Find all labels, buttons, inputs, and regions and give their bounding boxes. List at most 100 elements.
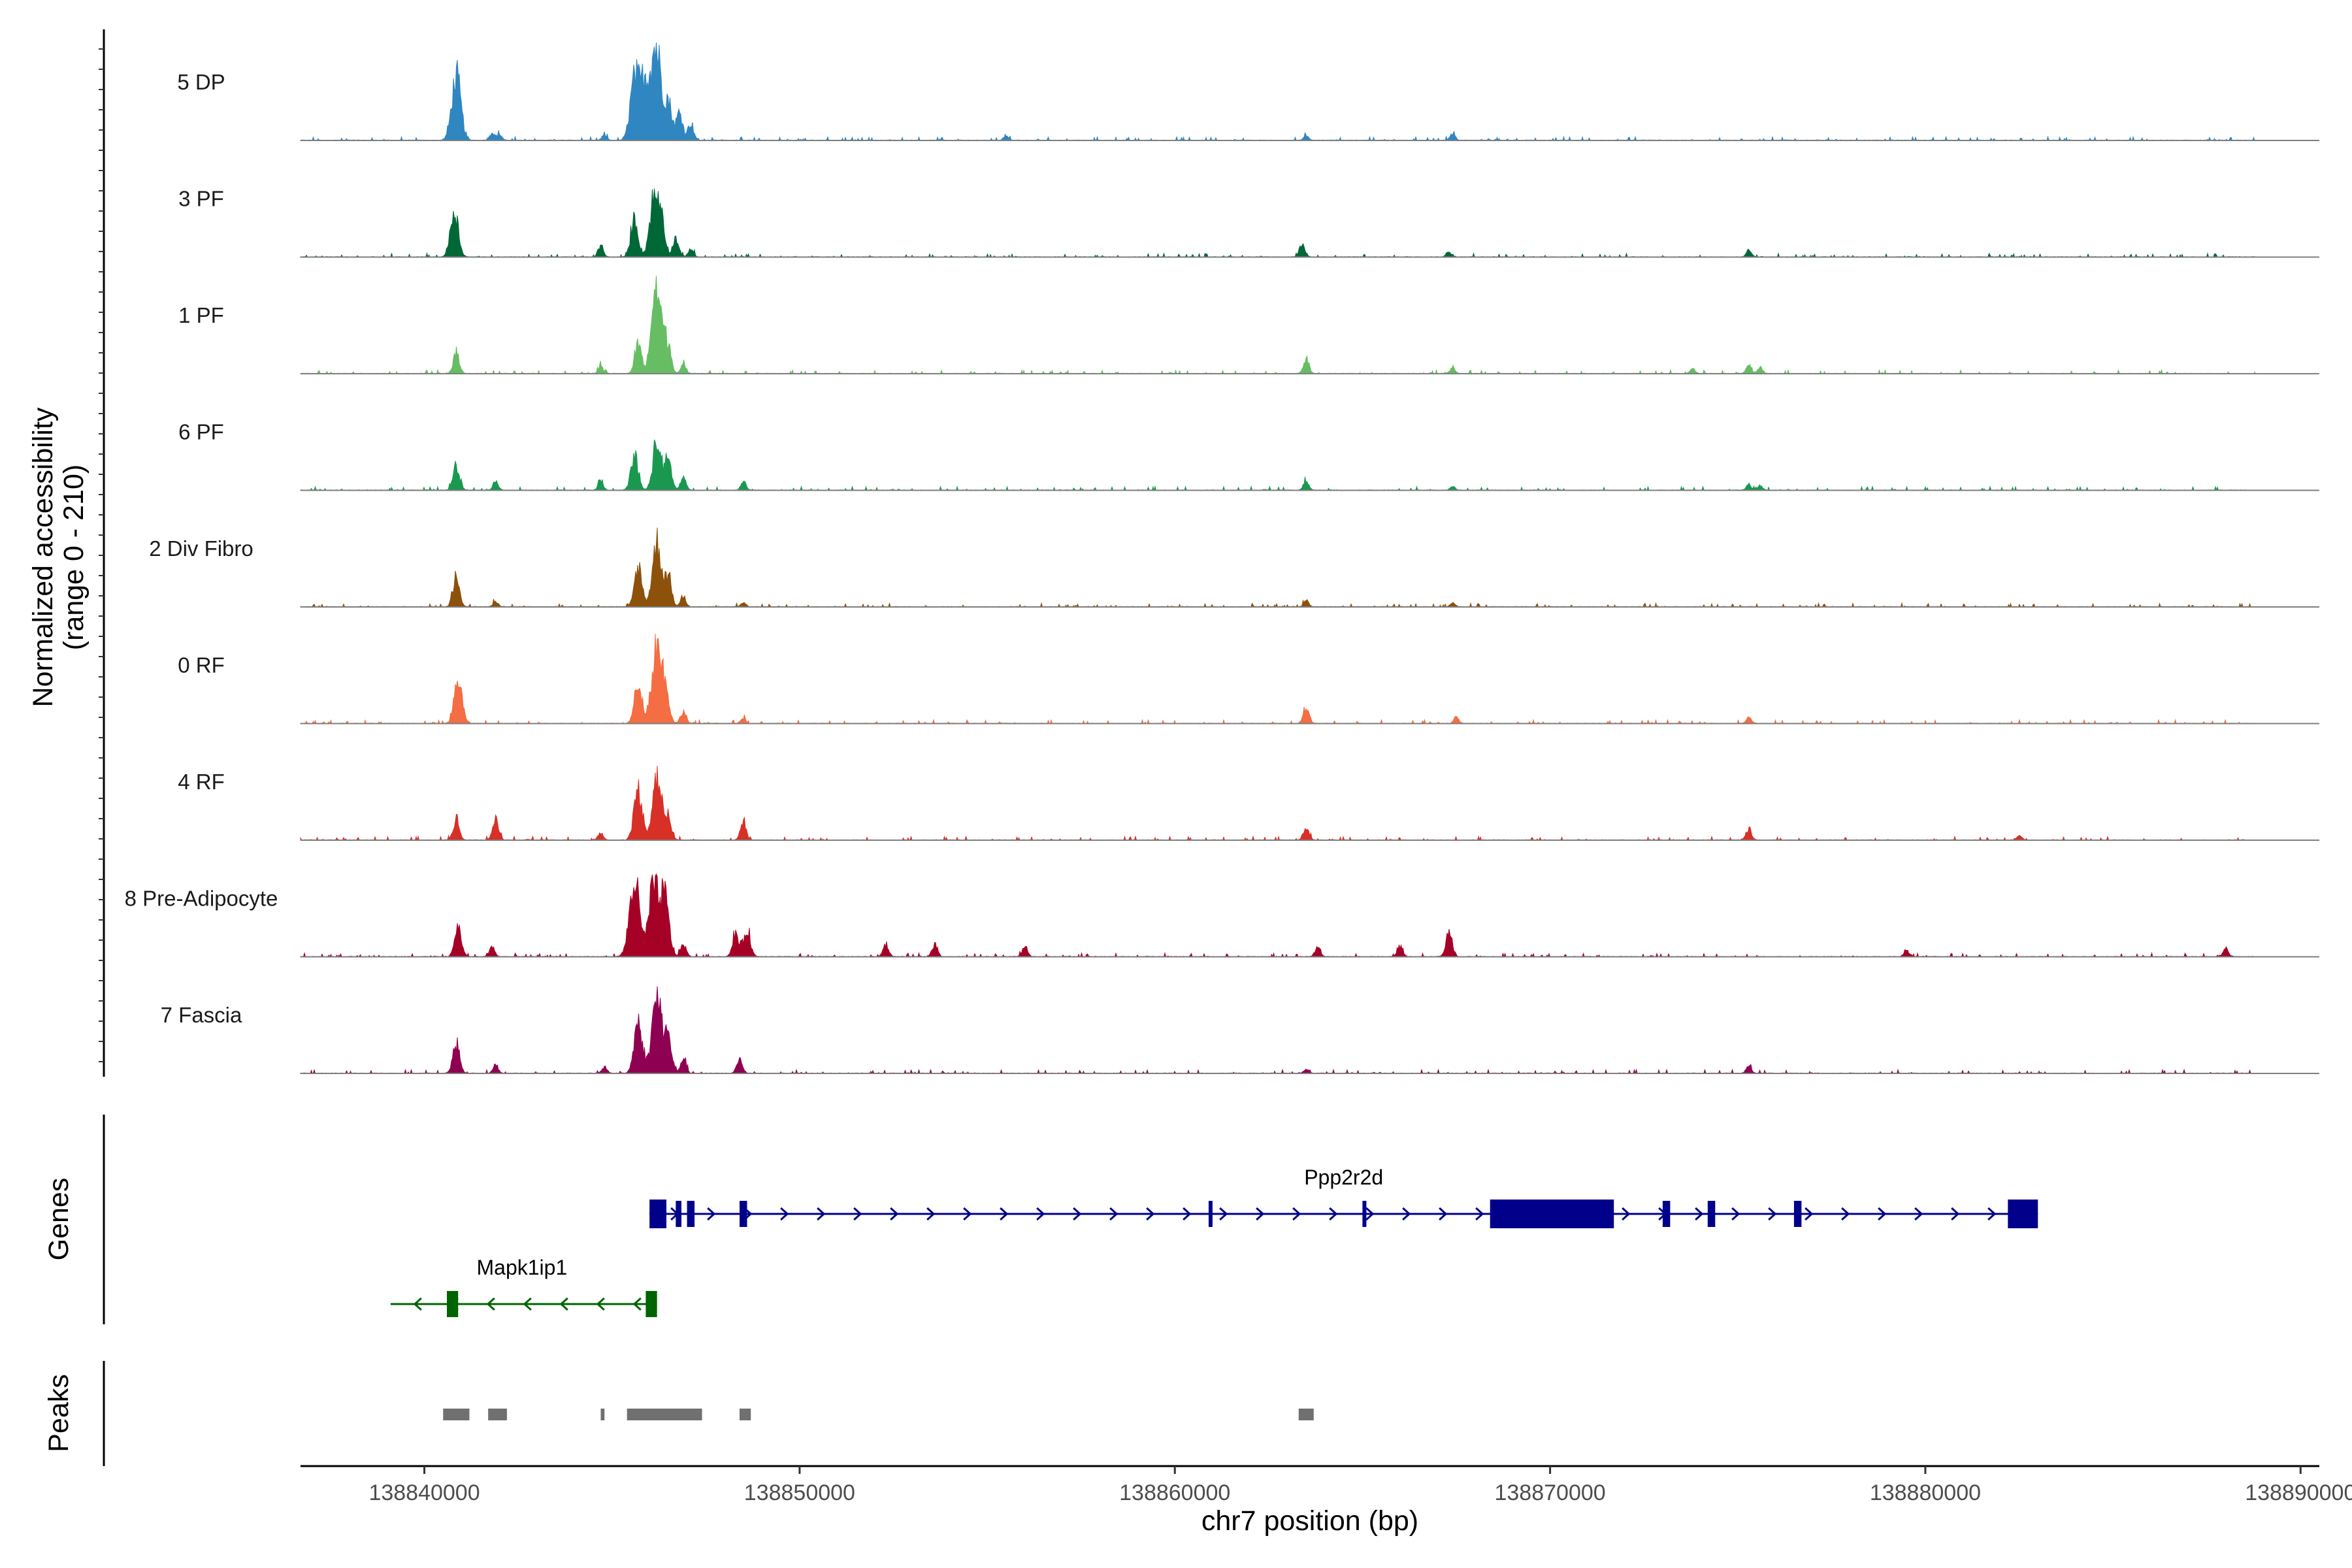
coverage-area xyxy=(300,986,2256,1075)
strand-arrow xyxy=(1695,1207,1704,1221)
strand-arrow xyxy=(1329,1207,1338,1221)
exon xyxy=(645,1291,657,1317)
peak-track xyxy=(443,1409,1314,1420)
coverage-area xyxy=(300,634,2256,725)
strand-arrow xyxy=(1365,1207,1375,1221)
exon xyxy=(1362,1201,1367,1227)
exon xyxy=(1662,1201,1671,1227)
strand-arrow xyxy=(1768,1207,1777,1221)
coverage-track: 6 PF xyxy=(178,420,2319,492)
exon xyxy=(1208,1201,1213,1227)
strand-arrow xyxy=(596,1297,605,1311)
coverage-track: 8 Pre-Adipocyte xyxy=(125,873,2319,958)
x-tick-label: 138840000 xyxy=(368,1480,480,1505)
coverage-track: 4 RF xyxy=(178,766,2319,841)
x-axis: 138840000 138850000 138860000 138870000 1388… xyxy=(301,1465,2352,1505)
strand-arrow xyxy=(1439,1207,1448,1221)
exon xyxy=(649,1200,666,1228)
coverage-area xyxy=(300,527,2256,608)
exon xyxy=(1707,1201,1716,1227)
x-tick-label: 138870000 xyxy=(1494,1480,1605,1505)
peak-region xyxy=(488,1409,507,1420)
coverage-track: 7 Fascia xyxy=(161,986,2319,1075)
strand-arrow xyxy=(1951,1207,1960,1221)
strand-arrow xyxy=(1622,1207,1631,1221)
gene-model: Mapk1ip1 xyxy=(390,1256,657,1317)
strand-arrow xyxy=(1878,1207,1887,1221)
strand-arrow xyxy=(817,1207,826,1221)
coverage-track: 1 PF xyxy=(178,275,2319,375)
x-tick-label: 138890000 xyxy=(2245,1480,2352,1505)
strand-arrow xyxy=(1987,1207,1997,1221)
peak-region xyxy=(1298,1409,1314,1420)
coverage-track: 5 DP xyxy=(177,42,2319,142)
exon xyxy=(687,1201,695,1227)
strand-arrow xyxy=(1292,1207,1301,1221)
coverage-area xyxy=(300,766,2256,841)
coverage-track: 2 Div Fibro xyxy=(149,527,2319,608)
track-label: 8 Pre-Adipocyte xyxy=(125,887,278,911)
strand-arrow xyxy=(853,1207,862,1221)
coverage-track: 0 RF xyxy=(178,634,2319,725)
genes-track-title: Genes xyxy=(43,1178,74,1261)
strand-arrow xyxy=(780,1207,789,1221)
strand-arrow xyxy=(1402,1207,1411,1221)
exon xyxy=(446,1291,459,1317)
track-label: 0 RF xyxy=(178,653,225,678)
track-label: 5 DP xyxy=(177,70,225,94)
peak-region xyxy=(443,1409,470,1420)
coverage-area xyxy=(300,439,2256,492)
strand-arrow xyxy=(1073,1207,1082,1221)
strand-arrow xyxy=(926,1207,936,1221)
exon xyxy=(676,1201,681,1227)
coverage-area xyxy=(300,42,2256,142)
axis-titles: chr7 position (bp) Normalized accessibili… xyxy=(27,407,1418,1537)
peak-region xyxy=(739,1409,751,1420)
coverage-track: 3 PF xyxy=(178,187,2319,258)
peaks-track-title: Peaks xyxy=(43,1374,74,1452)
strand-arrow xyxy=(890,1207,899,1221)
exon xyxy=(739,1201,747,1227)
strand-arrow xyxy=(632,1297,642,1311)
strand-arrow xyxy=(1805,1207,1814,1221)
track-label: 2 Div Fibro xyxy=(149,536,253,561)
strand-arrow xyxy=(1914,1207,1923,1221)
strand-arrow xyxy=(1731,1207,1740,1221)
strand-arrow xyxy=(1109,1207,1119,1221)
strand-arrow xyxy=(413,1297,422,1311)
strand-arrow xyxy=(1475,1207,1484,1221)
track-label: 6 PF xyxy=(178,420,224,444)
track-label: 3 PF xyxy=(178,187,224,211)
peak-region xyxy=(627,1409,702,1420)
x-axis-title: chr7 position (bp) xyxy=(1201,1505,1418,1537)
strand-arrow xyxy=(963,1207,972,1221)
coverage-area xyxy=(300,275,2257,375)
strand-arrow xyxy=(1183,1207,1192,1221)
strand-arrow xyxy=(1036,1207,1045,1221)
strand-arrow xyxy=(1219,1207,1228,1221)
gene-name-label: Mapk1ip1 xyxy=(476,1256,567,1279)
exon xyxy=(1490,1200,1614,1228)
track-label: 4 RF xyxy=(178,770,225,794)
x-tick-label: 138850000 xyxy=(744,1480,855,1505)
y-axis-title: Normalized accessibility xyxy=(27,407,59,707)
exon xyxy=(2008,1200,2038,1228)
strand-arrow xyxy=(707,1207,716,1221)
strand-arrow xyxy=(1000,1207,1009,1221)
coverage-area xyxy=(300,873,2256,958)
strand-arrow xyxy=(1146,1207,1155,1221)
gene-model: Ppp2r2d xyxy=(649,1166,2038,1228)
coverage-tracks: 5 DP 3 PF 1 PF 6 PF 2 Div Fibro 0 RF 4 RF 8 Pre… xyxy=(125,42,2319,1075)
track-label: 7 Fascia xyxy=(161,1003,242,1027)
exon xyxy=(1793,1201,1802,1227)
coverage-area xyxy=(300,188,2256,258)
y-axis xyxy=(99,29,105,1466)
x-tick-label: 138860000 xyxy=(1119,1480,1230,1505)
strand-arrow xyxy=(1841,1207,1850,1221)
peak-region xyxy=(600,1409,605,1420)
gene-name-label: Ppp2r2d xyxy=(1304,1166,1383,1189)
strand-arrow xyxy=(559,1297,568,1311)
gene-track: Ppp2r2d Mapk1ip1 xyxy=(390,1166,2038,1317)
